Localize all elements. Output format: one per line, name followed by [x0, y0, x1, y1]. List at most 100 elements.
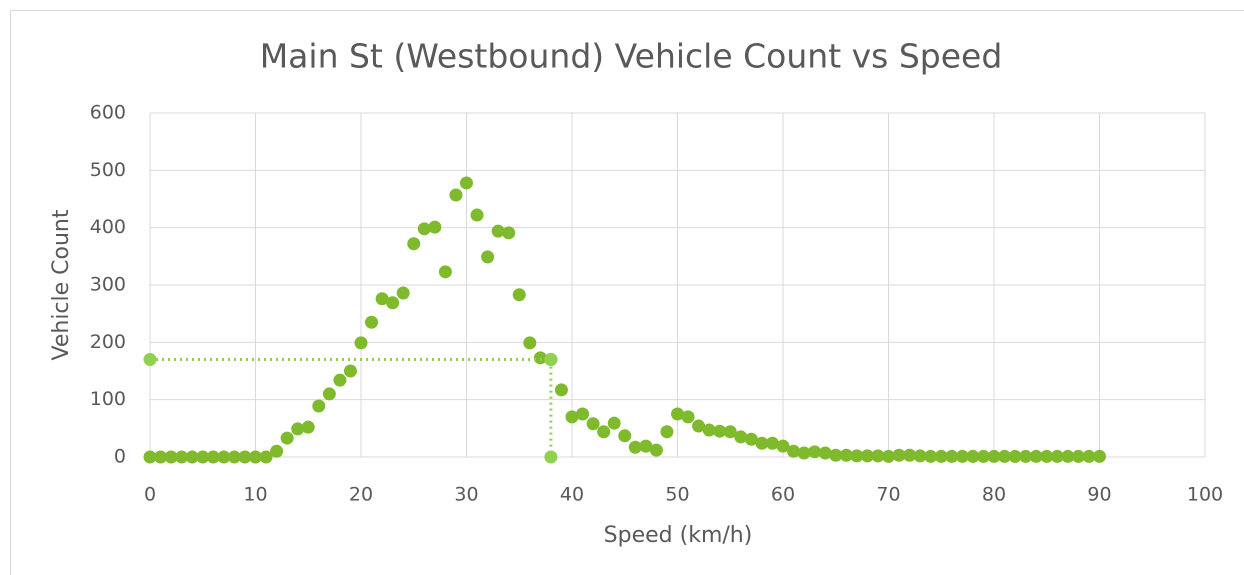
point: [449, 188, 463, 202]
point: [470, 208, 484, 222]
guide-point: [544, 353, 558, 367]
point: [850, 449, 864, 463]
x-tick-label: 60: [771, 484, 795, 506]
point: [628, 440, 642, 454]
point: [196, 450, 210, 464]
point: [681, 410, 695, 424]
point: [818, 446, 832, 460]
x-tick-label: 100: [1187, 484, 1223, 506]
x-tick-label: 80: [982, 484, 1006, 506]
point: [491, 224, 505, 238]
x-tick-label: 40: [560, 484, 584, 506]
point: [375, 292, 389, 306]
point: [903, 448, 917, 462]
chart-border: [10, 10, 1244, 575]
point: [1019, 449, 1033, 463]
x-tick-label: 70: [876, 484, 900, 506]
point: [417, 222, 431, 236]
point: [1061, 449, 1075, 463]
y-tick-label: 0: [114, 446, 126, 468]
guide-point: [143, 353, 157, 367]
point: [987, 449, 1001, 463]
point: [523, 336, 537, 350]
point: [227, 450, 241, 464]
x-tick-label: 0: [144, 484, 156, 506]
point: [649, 443, 663, 457]
point: [354, 336, 368, 350]
point: [407, 237, 421, 251]
point: [860, 449, 874, 463]
point: [892, 448, 906, 462]
point: [164, 450, 178, 464]
point: [966, 449, 980, 463]
point: [1071, 449, 1085, 463]
point: [829, 448, 843, 462]
point: [512, 288, 526, 302]
y-axis-label: Vehicle Count: [49, 209, 74, 360]
point: [185, 450, 199, 464]
x-axis-label: Speed (km/h): [604, 523, 753, 548]
point: [713, 424, 727, 438]
point: [787, 444, 801, 458]
point: [481, 250, 495, 264]
point: [839, 448, 853, 462]
point: [238, 450, 252, 464]
point: [765, 436, 779, 450]
point: [734, 430, 748, 444]
point: [692, 419, 706, 433]
x-tick-label: 20: [349, 484, 373, 506]
point: [1093, 449, 1106, 463]
point: [396, 286, 410, 300]
point: [808, 445, 822, 459]
point: [217, 450, 231, 464]
point: [913, 449, 927, 463]
chart-title: Main St (Westbound) Vehicle Count vs Spe…: [260, 37, 1003, 76]
point: [998, 449, 1012, 463]
point: [322, 387, 336, 401]
point: [586, 417, 600, 431]
point: [1008, 449, 1022, 463]
point: [1040, 449, 1054, 463]
point: [576, 407, 590, 421]
x-tick-label: 30: [454, 484, 478, 506]
point: [259, 450, 273, 464]
point: [154, 450, 168, 464]
point: [776, 439, 790, 453]
y-tick-label: 300: [90, 274, 126, 296]
y-tick-label: 600: [90, 102, 126, 124]
point: [270, 444, 284, 458]
point: [291, 422, 305, 436]
point: [671, 407, 684, 421]
point: [976, 449, 990, 463]
point: [955, 449, 969, 463]
point: [744, 432, 758, 446]
y-tick-label: 400: [90, 216, 126, 238]
point: [438, 265, 452, 279]
point: [871, 449, 885, 463]
point: [533, 351, 547, 365]
x-tick-label: 10: [243, 484, 267, 506]
point: [565, 410, 579, 424]
x-tick-label: 90: [1087, 484, 1111, 506]
y-tick-label: 200: [90, 331, 126, 353]
point: [934, 449, 948, 463]
point: [945, 449, 959, 463]
point: [1082, 449, 1096, 463]
point: [554, 383, 568, 397]
point: [1029, 449, 1043, 463]
point: [924, 449, 938, 463]
point: [175, 450, 189, 464]
point: [206, 450, 220, 464]
guide-line: [150, 358, 553, 457]
point: [502, 226, 516, 240]
point: [301, 420, 315, 434]
point: [333, 373, 347, 387]
point: [723, 425, 737, 439]
point: [428, 220, 442, 234]
point: [618, 429, 632, 443]
point: [143, 450, 157, 464]
point: [460, 176, 473, 190]
point: [597, 425, 611, 439]
y-tick-label: 100: [90, 388, 126, 410]
